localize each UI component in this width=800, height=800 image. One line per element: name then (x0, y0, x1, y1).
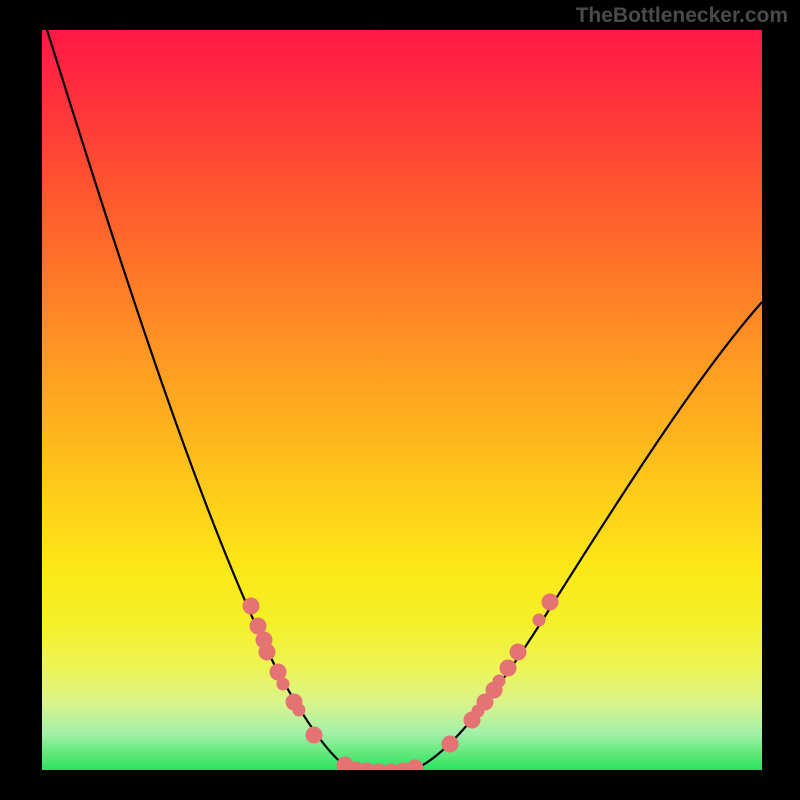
data-marker (306, 727, 323, 744)
chart-svg (42, 30, 762, 770)
curve-left-branch (42, 30, 352, 770)
watermark-text: TheBottlenecker.com (576, 4, 788, 28)
marker-group (243, 594, 559, 771)
curve-right-branch (412, 302, 762, 770)
data-marker (243, 598, 260, 615)
plot-area (42, 30, 762, 770)
curve-group (42, 30, 762, 770)
data-marker (493, 675, 506, 688)
data-marker (500, 660, 517, 677)
data-marker (259, 644, 276, 661)
data-marker (293, 704, 306, 717)
data-marker (407, 760, 424, 771)
data-marker (277, 678, 290, 691)
data-marker (533, 614, 546, 627)
data-marker (542, 594, 559, 611)
data-marker (510, 644, 527, 661)
data-marker (442, 736, 459, 753)
